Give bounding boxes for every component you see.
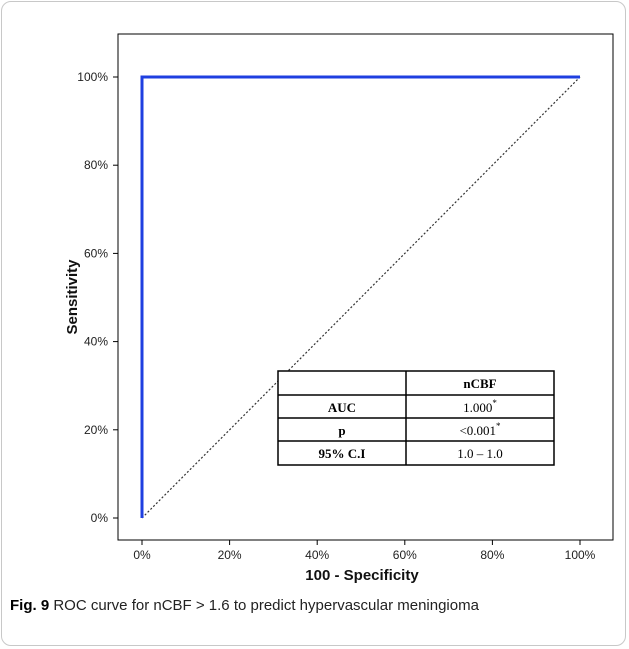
y-tick-label: 0% <box>91 511 109 525</box>
y-tick-label: 40% <box>84 335 108 349</box>
stats-row-value-auc: 1.000* <box>463 398 497 415</box>
y-axis: 0% 20% 40% 60% 80% 100% <box>77 70 118 525</box>
x-tick-label: 80% <box>480 548 504 562</box>
y-tick-label: 20% <box>84 423 108 437</box>
x-axis-title: 100 - Specificity <box>305 567 419 584</box>
y-tick-label: 60% <box>84 246 108 260</box>
x-tick-label: 20% <box>218 548 242 562</box>
stats-row-value-p: <0.001* <box>459 421 501 438</box>
x-tick-label: 60% <box>393 548 417 562</box>
stats-row-label-auc: AUC <box>328 400 356 415</box>
x-tick-label: 0% <box>133 548 151 562</box>
y-axis-title: Sensitivity <box>64 259 81 335</box>
x-tick-label: 40% <box>305 548 329 562</box>
x-axis: 0% 20% 40% 60% 80% 100% <box>133 540 596 562</box>
plot-area <box>117 33 614 541</box>
y-tick-label: 80% <box>84 158 108 172</box>
y-tick-label: 100% <box>77 70 108 84</box>
stats-row-label-p: p <box>338 423 345 438</box>
roc-curve-line <box>140 75 580 518</box>
figure-caption-text: ROC curve for nCBF > 1.6 to predict hype… <box>53 597 479 614</box>
figure-caption: Fig. 9 ROC curve for nCBF > 1.6 to predi… <box>10 596 610 616</box>
stats-table: nCBF AUC 1.000* p <0.001* 95% C.I 1.0 – … <box>277 370 555 466</box>
stats-table-header: nCBF <box>463 376 496 391</box>
stats-row-value-ci: 1.0 – 1.0 <box>457 446 503 461</box>
stats-row-label-ci: 95% C.I <box>319 446 366 461</box>
reference-diagonal-line <box>141 76 581 519</box>
figure-label: Fig. 9 <box>10 597 50 614</box>
x-tick-label: 100% <box>565 548 596 562</box>
